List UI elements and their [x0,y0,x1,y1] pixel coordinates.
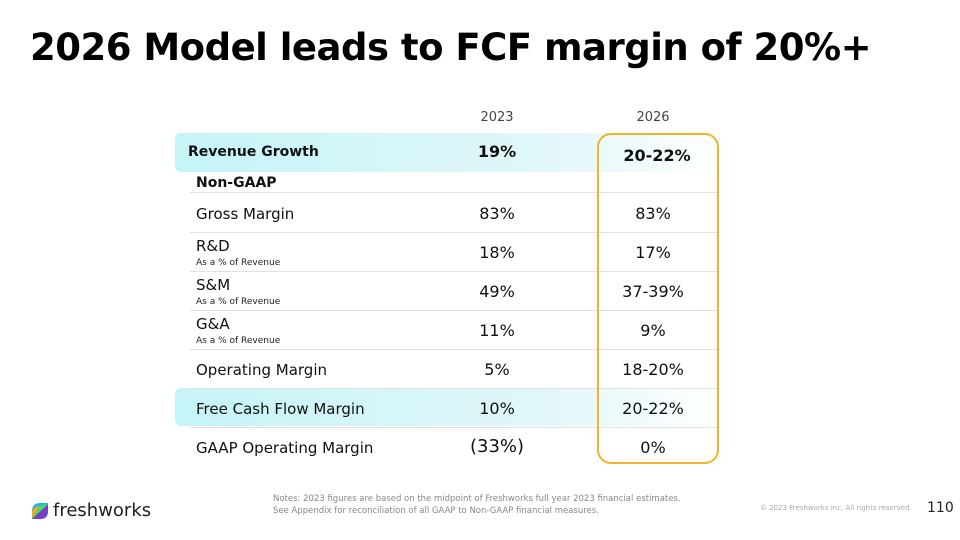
row-sublabel: As a % of Revenue [196,258,281,268]
value-2023: 10% [479,399,515,418]
slide-title: 2026 Model leads to FCF margin of 20%+ [30,26,872,69]
value-2026: 17% [635,243,671,262]
value-2026: 37-39% [622,282,684,301]
copyright: © 2023 Freshworks Inc. All rights reserv… [760,504,912,512]
row-sublabel: As a % of Revenue [196,336,281,346]
table-row: Gross Margin 83% 83% [190,193,720,233]
column-header-2023: 2023 [480,110,514,125]
value-2023: 11% [479,321,515,340]
page-number: 110 [927,500,954,516]
value-2023: 49% [479,282,515,301]
highlight-2026-box [597,133,719,464]
table-row: Operating Margin 5% 18-20% [190,349,720,389]
logo-text: freshworks [53,500,152,521]
value-2026: 0% [640,438,666,457]
table-row: G&A As a % of Revenue 11% 9% [190,310,720,350]
column-header-2026: 2026 [636,110,670,125]
revenue-growth-band [175,133,720,172]
row-label: G&A [196,315,230,333]
value-2026: 83% [635,204,671,223]
row-label: Free Cash Flow Margin [196,400,365,418]
row-sublabel: As a % of Revenue [196,297,281,307]
value-2023: (33%) [469,436,525,457]
freshworks-logo: freshworks [30,500,151,521]
value-2026: 20-22% [622,399,684,418]
row-label: GAAP Operating Margin [196,439,374,457]
value-2023: 19% [477,142,517,161]
footnotes: Notes: 2023 figures are based on the mid… [273,493,681,517]
row-label: S&M [196,276,231,294]
section-non-gaap: Non-GAAP [196,175,277,191]
value-2023: 83% [479,204,515,223]
freshworks-logo-icon [32,502,48,519]
table-row: R&D As a % of Revenue 18% 17% [190,232,720,272]
value-2026: 20-22% [623,146,691,165]
value-2026: 18-20% [622,360,684,379]
row-label: R&D [196,237,230,255]
row-label: Revenue Growth [188,144,319,160]
note-line: Notes: 2023 figures are based on the mid… [273,494,681,504]
row-label: Operating Margin [196,361,327,379]
table-row: Free Cash Flow Margin 10% 20-22% [190,388,720,428]
fcf-band [175,388,720,426]
value-2026: 9% [640,321,666,340]
divider [190,192,720,193]
table-row: GAAP Operating Margin (33%) 0% [190,427,720,466]
note-line: See Appendix for reconciliation of all G… [273,506,599,516]
value-2023: 18% [479,243,515,262]
row-label: Gross Margin [196,205,295,223]
table-row: S&M As a % of Revenue 49% 37-39% [190,271,720,311]
value-2023: 5% [484,360,510,379]
